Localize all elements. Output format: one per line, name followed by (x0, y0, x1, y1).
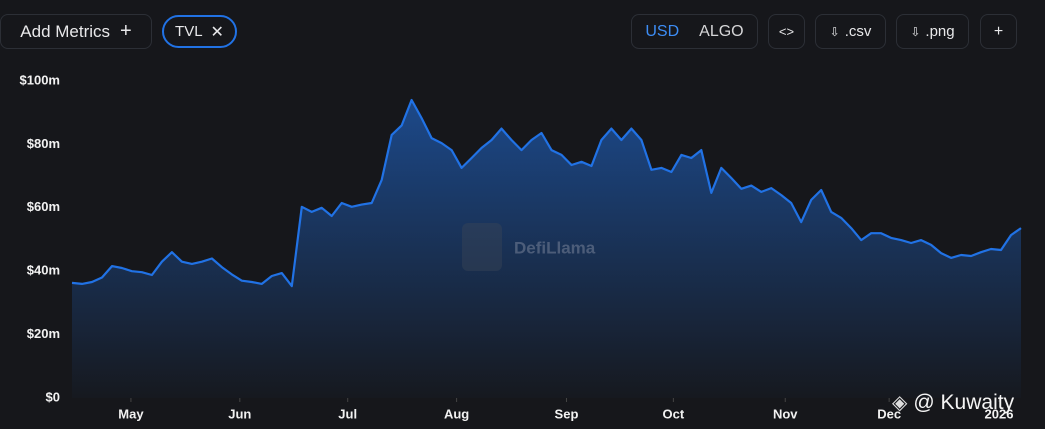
add-metrics-label: Add Metrics (20, 21, 111, 41)
plus-icon: + (993, 22, 1004, 40)
watermark: DefiLlama (462, 223, 596, 271)
close-icon: ✕ (210, 23, 224, 41)
x-tick-label: Nov (773, 406, 798, 421)
x-tick-label: Dec (877, 406, 901, 421)
add-metrics-button[interactable]: Add Metrics + (0, 14, 152, 49)
csv-button[interactable]: ⇩ .csv (815, 14, 886, 49)
x-tick-label: 2026 (985, 406, 1014, 421)
x-tick-label: Sep (555, 406, 579, 421)
y-tick-label: $20m (27, 326, 60, 341)
area-line (71, 98, 1022, 288)
credit-text: @ Kuwaity (913, 390, 1015, 414)
x-tick-label: May (118, 406, 144, 421)
x-tick-label: Jul (338, 406, 357, 421)
y-tick-label: $0 (46, 389, 60, 404)
credit-icon: ◈ (892, 392, 908, 414)
y-tick-label: $80m (27, 136, 60, 151)
metric-label: TVL (175, 23, 203, 40)
png-button[interactable]: ⇩ .png (896, 14, 969, 49)
plus-icon: + (120, 20, 132, 42)
download-icon: ⇩ (910, 24, 921, 39)
watermark-text: DefiLlama (514, 238, 596, 257)
credit: ◈ @ Kuwaity (892, 390, 1014, 415)
png-label: .png (925, 23, 955, 40)
embed-button[interactable]: <> (768, 14, 805, 49)
x-tick-label: Aug (444, 406, 469, 421)
currency-usd[interactable]: USD (645, 22, 680, 40)
y-tick-label: $40m (27, 263, 60, 278)
watermark-logo (462, 223, 502, 271)
x-tick-label: Oct (663, 406, 685, 421)
area-fill (72, 100, 1021, 398)
download-icon: ⇩ (829, 24, 840, 39)
x-tick-label: Jun (228, 406, 251, 421)
y-tick-label: $60m (27, 199, 60, 214)
more-button[interactable]: + (980, 14, 1017, 49)
code-icon: <> (778, 24, 795, 39)
csv-label: .csv (844, 23, 872, 40)
currency-algo[interactable]: ALGO (699, 22, 744, 40)
y-tick-label: $100m (20, 72, 60, 87)
currency-toggle: USD ALGO (631, 14, 758, 49)
metric-pill[interactable]: TVL ✕ (162, 15, 237, 48)
